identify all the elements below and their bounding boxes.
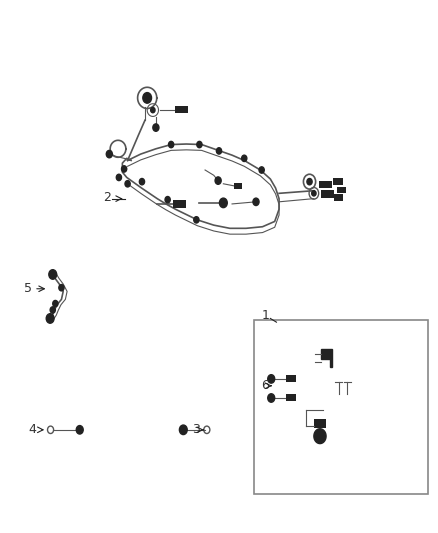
Circle shape [215,177,221,184]
Circle shape [253,198,259,206]
Circle shape [307,179,312,185]
Circle shape [151,108,155,113]
Text: 5: 5 [24,282,32,295]
Circle shape [169,141,174,148]
Circle shape [76,425,83,434]
Text: 2: 2 [103,191,111,204]
Circle shape [180,425,187,434]
Polygon shape [321,349,332,367]
Circle shape [268,394,275,402]
Bar [234,183,242,189]
Bar [333,179,343,185]
Circle shape [242,155,247,161]
Circle shape [116,174,121,181]
Circle shape [197,141,202,148]
Circle shape [216,148,222,154]
Bar [336,187,346,193]
Text: 1: 1 [262,309,270,322]
Circle shape [53,301,58,307]
Bar [254,319,428,495]
Bar [319,181,332,188]
Circle shape [219,198,227,208]
Circle shape [125,181,130,187]
Circle shape [50,307,55,313]
Circle shape [49,270,57,279]
Bar [321,190,334,198]
Circle shape [59,285,64,291]
Bar [173,200,186,208]
Circle shape [259,167,264,173]
Circle shape [165,197,170,203]
Polygon shape [314,429,326,443]
Circle shape [312,191,316,196]
Circle shape [268,375,275,383]
Circle shape [153,124,159,131]
Circle shape [46,314,54,323]
Text: 4: 4 [29,423,37,437]
Circle shape [121,166,127,172]
Text: 3: 3 [192,423,200,437]
Circle shape [194,216,199,223]
Text: 6: 6 [261,379,269,392]
Circle shape [106,150,113,158]
Bar [286,375,296,382]
Bar [286,394,296,401]
Circle shape [139,179,145,185]
Circle shape [143,93,152,103]
Bar [334,195,343,201]
Bar [176,107,187,114]
Bar [314,419,326,428]
